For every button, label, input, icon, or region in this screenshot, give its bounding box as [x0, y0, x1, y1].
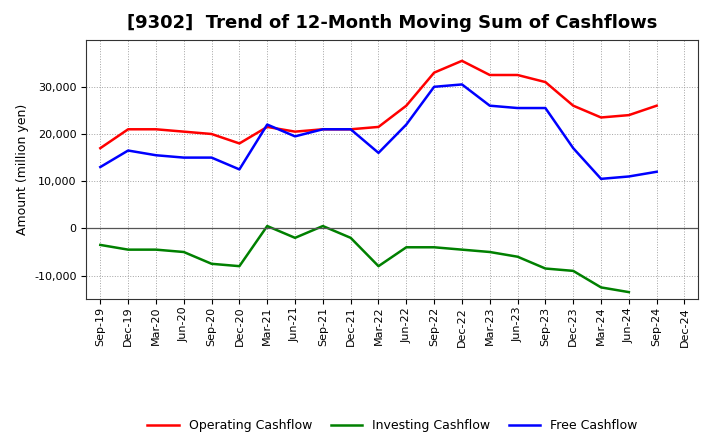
Line: Operating Cashflow: Operating Cashflow	[100, 61, 657, 148]
Operating Cashflow	[124, 127, 132, 132]
Investing Cashflow	[318, 224, 327, 229]
Operating Cashflow	[597, 115, 606, 120]
Free Cashflow	[485, 103, 494, 108]
Investing Cashflow	[152, 247, 161, 252]
Investing Cashflow	[485, 249, 494, 255]
Operating Cashflow	[263, 124, 271, 129]
Free Cashflow	[569, 146, 577, 151]
Investing Cashflow	[430, 245, 438, 250]
Operating Cashflow	[624, 113, 633, 118]
Operating Cashflow	[541, 80, 550, 85]
Investing Cashflow	[402, 245, 410, 250]
Operating Cashflow	[318, 127, 327, 132]
Investing Cashflow	[597, 285, 606, 290]
Free Cashflow	[179, 155, 188, 160]
Investing Cashflow	[179, 249, 188, 255]
Free Cashflow	[152, 153, 161, 158]
Investing Cashflow	[541, 266, 550, 271]
Operating Cashflow	[374, 124, 383, 129]
Investing Cashflow	[96, 242, 104, 248]
Operating Cashflow	[402, 103, 410, 108]
Operating Cashflow	[207, 132, 216, 137]
Investing Cashflow	[569, 268, 577, 274]
Investing Cashflow	[374, 264, 383, 269]
Line: Investing Cashflow: Investing Cashflow	[100, 226, 629, 292]
Investing Cashflow	[235, 264, 243, 269]
Investing Cashflow	[624, 290, 633, 295]
Line: Free Cashflow: Free Cashflow	[100, 84, 657, 179]
Operating Cashflow	[346, 127, 355, 132]
Operating Cashflow	[235, 141, 243, 146]
Free Cashflow	[263, 122, 271, 127]
Free Cashflow	[96, 165, 104, 170]
Investing Cashflow	[291, 235, 300, 241]
Operating Cashflow	[652, 103, 661, 108]
Free Cashflow	[235, 167, 243, 172]
Legend: Operating Cashflow, Investing Cashflow, Free Cashflow: Operating Cashflow, Investing Cashflow, …	[143, 414, 642, 437]
Free Cashflow	[597, 176, 606, 181]
Operating Cashflow	[513, 72, 522, 77]
Free Cashflow	[430, 84, 438, 89]
Free Cashflow	[291, 134, 300, 139]
Operating Cashflow	[430, 70, 438, 75]
Free Cashflow	[652, 169, 661, 174]
Investing Cashflow	[263, 224, 271, 229]
Investing Cashflow	[346, 235, 355, 241]
Operating Cashflow	[96, 146, 104, 151]
Free Cashflow	[318, 127, 327, 132]
Operating Cashflow	[179, 129, 188, 134]
Investing Cashflow	[513, 254, 522, 259]
Investing Cashflow	[458, 247, 467, 252]
Investing Cashflow	[124, 247, 132, 252]
Operating Cashflow	[152, 127, 161, 132]
Free Cashflow	[624, 174, 633, 179]
Title: [9302]  Trend of 12-Month Moving Sum of Cashflows: [9302] Trend of 12-Month Moving Sum of C…	[127, 15, 657, 33]
Free Cashflow	[402, 122, 410, 127]
Free Cashflow	[124, 148, 132, 153]
Free Cashflow	[541, 106, 550, 111]
Operating Cashflow	[485, 72, 494, 77]
Free Cashflow	[513, 106, 522, 111]
Operating Cashflow	[291, 129, 300, 134]
Investing Cashflow	[207, 261, 216, 267]
Operating Cashflow	[569, 103, 577, 108]
Free Cashflow	[374, 150, 383, 155]
Free Cashflow	[458, 82, 467, 87]
Y-axis label: Amount (million yen): Amount (million yen)	[16, 104, 29, 235]
Free Cashflow	[346, 127, 355, 132]
Operating Cashflow	[458, 58, 467, 63]
Free Cashflow	[207, 155, 216, 160]
